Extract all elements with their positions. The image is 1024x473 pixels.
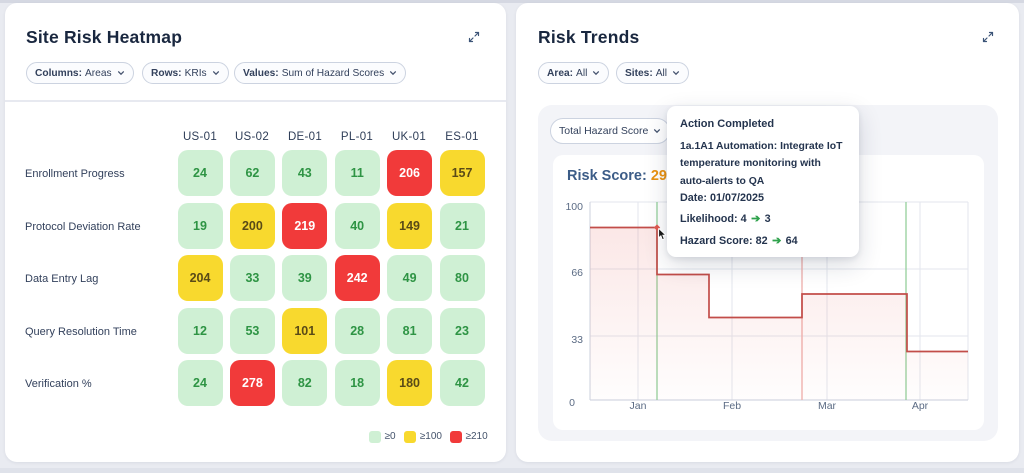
svg-text:Feb: Feb [723,400,741,412]
svg-text:Apr: Apr [912,400,929,412]
svg-text:33: 33 [571,334,583,346]
svg-text:Jan: Jan [630,400,647,412]
svg-text:Mar: Mar [818,400,837,412]
svg-text:0: 0 [569,397,575,409]
svg-text:66: 66 [571,267,583,279]
svg-text:100: 100 [565,201,583,213]
